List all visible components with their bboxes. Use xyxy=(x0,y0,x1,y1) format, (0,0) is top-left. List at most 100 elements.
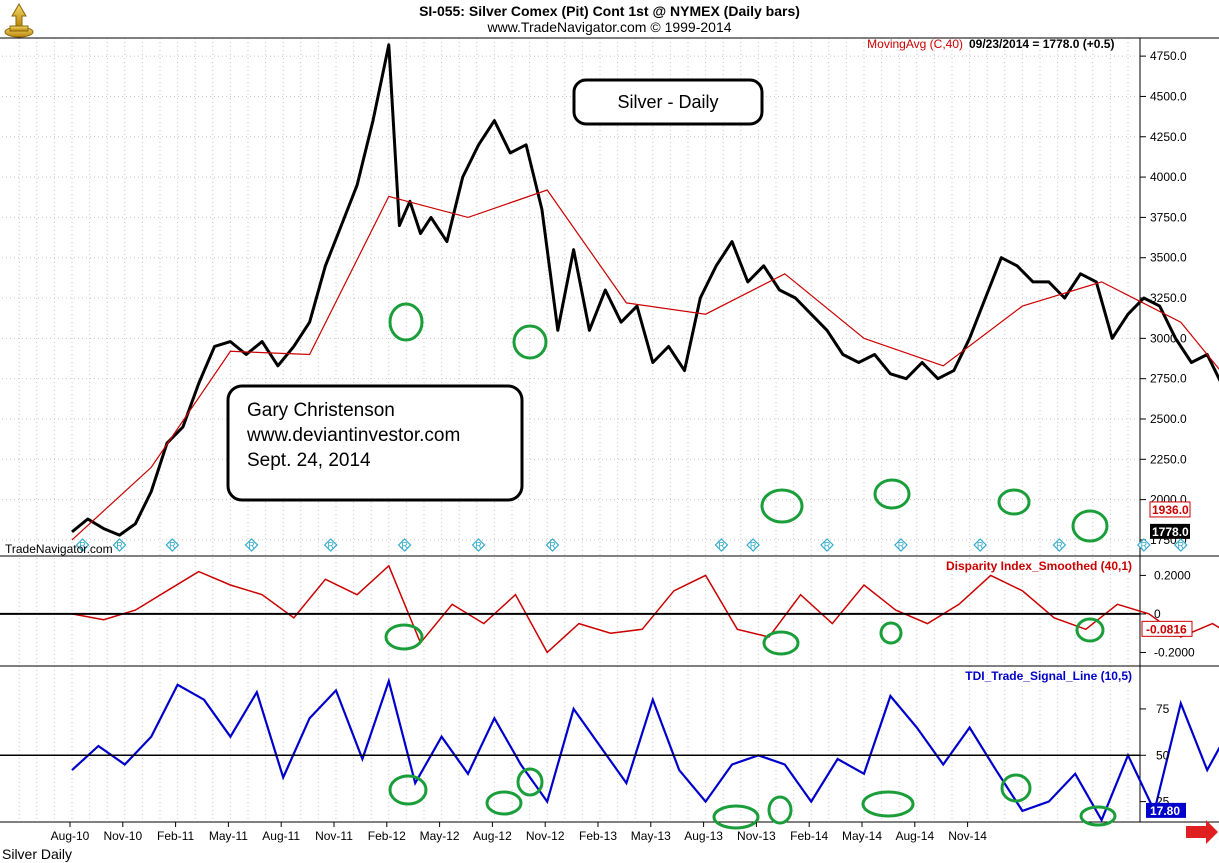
rollover-marker-label: R xyxy=(824,541,831,551)
rollover-marker-label: R xyxy=(1056,541,1063,551)
rollover-marker xyxy=(973,538,988,552)
rollover-marker xyxy=(714,538,729,552)
rollover-marker-label: R xyxy=(248,541,255,551)
rollover-marker xyxy=(397,538,412,552)
rollover-marker xyxy=(112,538,127,552)
price-y-tick-label: 2250.0 xyxy=(1150,452,1187,466)
chart-header-symbol: SI-055: Silver Comex (Pit) Cont 1st @ NY… xyxy=(419,3,800,19)
last-price-label: 1778.0 xyxy=(1152,525,1189,539)
rollover-marker xyxy=(820,538,834,552)
ma-value-label: 1936.0 xyxy=(1152,503,1189,517)
tdi-y-tick-label: 50 xyxy=(1156,748,1170,762)
highlight-circle xyxy=(485,790,523,816)
chart-header-copyright: www.TradeNavigator.com © 1999-2014 xyxy=(487,19,732,35)
author-website: www.deviantinvestor.com xyxy=(246,425,460,446)
rollover-marker-label: R xyxy=(401,541,408,551)
tradenavigator-logo-icon xyxy=(4,3,34,38)
x-tick-label: Aug-13 xyxy=(684,829,723,843)
title-annotation-box xyxy=(572,78,764,126)
moving-average-line xyxy=(71,189,1219,541)
moving-average-legend: MovingAvg (C,40) xyxy=(867,37,963,51)
tdi-value-label: 17.80 xyxy=(1150,804,1180,818)
x-tick-label: Nov-10 xyxy=(103,829,142,843)
disparity-value-label: -0.0816 xyxy=(1146,622,1187,636)
highlight-circle xyxy=(767,795,793,825)
disparity-value-label-bg xyxy=(1141,620,1193,637)
grid-layer xyxy=(2,38,1138,822)
scroll-right-arrow-icon[interactable] xyxy=(1186,820,1218,844)
rollover-marker xyxy=(244,538,259,552)
footer-label: Silver Daily xyxy=(2,846,72,862)
x-tick-label: Feb-11 xyxy=(157,829,194,843)
time-axis: Aug-10 Nov-10 Feb-11 May-11 Aug-11 Nov-11 Feb-… xyxy=(51,822,987,843)
price-y-tick-label: 3250.0 xyxy=(1150,291,1187,305)
x-tick-label: Aug-12 xyxy=(473,829,512,843)
rollover-marker xyxy=(545,538,560,552)
highlight-circle xyxy=(388,302,424,342)
rollover-marker-label: R xyxy=(977,541,984,551)
rollover-marker-label: R xyxy=(327,541,334,551)
price-y-tick-label: 2750.0 xyxy=(1150,372,1187,386)
highlight-circle xyxy=(516,767,544,797)
rollover-marker xyxy=(746,538,760,552)
rollover-marker-label: R xyxy=(750,541,757,551)
price-line xyxy=(71,43,1219,537)
rollover-marker xyxy=(894,538,908,552)
highlight-circle xyxy=(997,488,1031,516)
rollover-marker-label: R xyxy=(116,541,123,551)
disparity-line xyxy=(71,564,1219,654)
price-y-tick-label: 3750.0 xyxy=(1150,210,1187,224)
price-y-tick-label: 4500.0 xyxy=(1150,89,1187,103)
x-tick-label: Nov-12 xyxy=(526,829,565,843)
price-y-tick-label: 4250.0 xyxy=(1150,130,1187,144)
disparity-y-tick-label: 0.2000 xyxy=(1154,568,1191,582)
rollover-marker-label: R xyxy=(79,541,86,551)
x-tick-label: Aug-11 xyxy=(262,829,300,843)
highlight-circle xyxy=(512,324,548,360)
highlight-circle xyxy=(712,804,760,830)
price-y-tick-label: 3500.0 xyxy=(1150,251,1187,265)
author-name: Gary Christenson xyxy=(247,400,395,421)
highlight-circle xyxy=(861,790,915,818)
rollover-marker-label: R xyxy=(169,541,176,551)
rollover-marker xyxy=(323,538,338,552)
x-tick-label: Nov-11 xyxy=(315,829,353,843)
price-y-tick-label: 4000.0 xyxy=(1150,170,1187,184)
x-tick-label: Aug-14 xyxy=(895,829,934,843)
price-y-tick-label: 4750.0 xyxy=(1150,49,1187,63)
x-tick-label: May-12 xyxy=(420,829,460,843)
price-y-tick-label: 3000.0 xyxy=(1150,331,1187,345)
disparity-y-tick-label: 0 xyxy=(1154,607,1161,621)
disparity-legend: Disparity Index_Smoothed (40,1) xyxy=(946,559,1132,573)
highlight-circle xyxy=(1000,773,1032,803)
tdi-value-label-bg xyxy=(1146,802,1186,818)
last-price-label-bg xyxy=(1150,523,1190,539)
rollover-marker xyxy=(75,538,90,552)
x-tick-label: Nov-14 xyxy=(948,829,987,843)
x-tick-label: Feb-13 xyxy=(579,829,617,843)
x-tick-label: Nov-13 xyxy=(737,829,776,843)
highlight-circle xyxy=(762,630,800,656)
disparity-y-axis: 0.2000 0 -0.2000 -0.0816 xyxy=(0,568,1195,659)
rollover-marker xyxy=(165,538,180,552)
highlight-circle xyxy=(1079,805,1117,827)
author-date: Sept. 24, 2014 xyxy=(247,450,371,471)
rollover-marker xyxy=(471,538,486,552)
highlight-circle xyxy=(388,774,428,806)
price-y-axis: 4750.0 4500.0 4250.0 4000.0 3750.0 3500.0 3250… xyxy=(1140,49,1191,547)
x-tick-label: Feb-12 xyxy=(368,829,406,843)
tdi-y-tick-label: 75 xyxy=(1156,702,1170,716)
x-tick-label: May-14 xyxy=(842,829,882,843)
highlight-circle xyxy=(873,478,911,510)
date-readout: 09/23/2014 = 1778.0 (+0.5) xyxy=(969,37,1114,51)
title-annotation: Silver - Daily xyxy=(617,92,718,112)
rollover-markers: RRRRRRRRRRRRRRRRRRRRRRRR xyxy=(75,538,1188,552)
rollover-marker xyxy=(1136,538,1151,552)
rollover-marker xyxy=(1173,538,1188,552)
rollover-marker xyxy=(1052,538,1067,552)
x-tick-label: May-11 xyxy=(209,829,248,843)
highlight-circle xyxy=(1075,617,1105,643)
x-tick-label: Aug-10 xyxy=(51,829,90,843)
